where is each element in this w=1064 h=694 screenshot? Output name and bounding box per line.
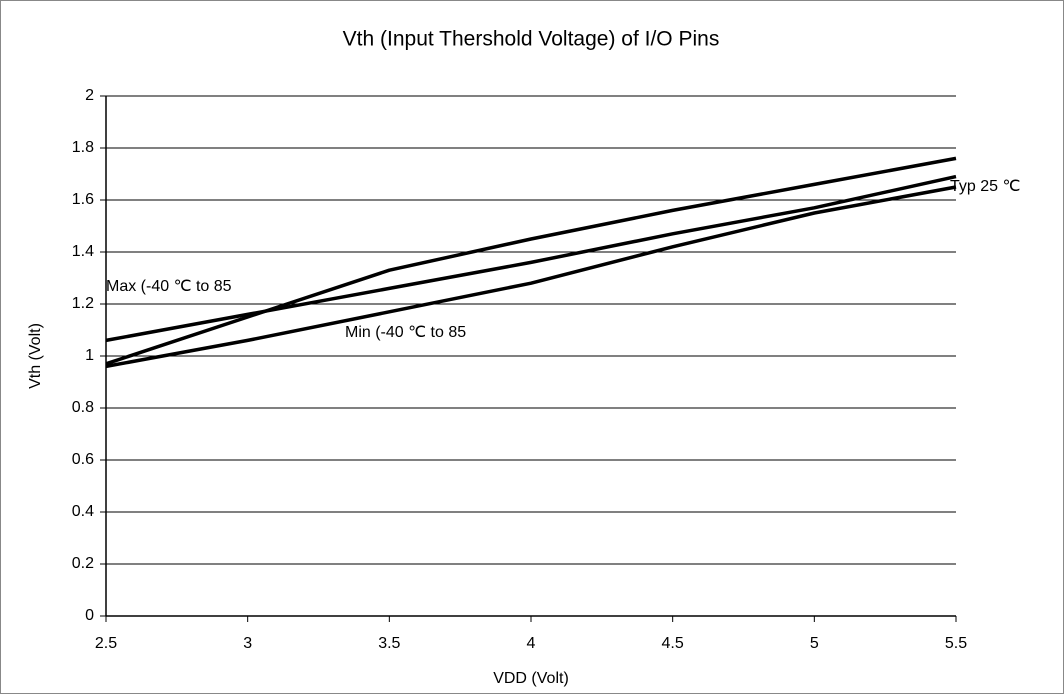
y-tick-label: 0 (85, 607, 94, 624)
x-tick-label: 5.5 (945, 635, 967, 652)
x-tick-label: 4.5 (662, 635, 684, 652)
series-line (105, 156, 957, 366)
y-tick-label: 1.8 (72, 139, 94, 156)
y-tick-label: 1.6 (72, 191, 94, 208)
y-tick-label: 0.4 (72, 503, 94, 520)
x-axis-label: VDD (Volt) (493, 670, 569, 687)
y-tick-label: 1.4 (72, 243, 94, 260)
y-axis-label: Vth (Volt) (27, 323, 44, 389)
y-tick-label: 1.2 (72, 295, 94, 312)
series-label: Typ 25 ℃ (950, 178, 1020, 195)
series-label: Min (-40 ℃ to 85 (345, 324, 466, 341)
y-tick-label: 0.8 (72, 399, 94, 416)
chart-title: Vth (Input Thershold Voltage) of I/O Pin… (343, 28, 720, 51)
x-tick-label: 4 (527, 635, 536, 652)
series-label: Max (-40 ℃ to 85 (106, 278, 232, 295)
x-tick-label: 2.5 (95, 635, 117, 652)
y-tick-label: 2 (85, 87, 94, 104)
series-line (105, 174, 957, 343)
x-tick-label: 3.5 (378, 635, 400, 652)
y-tick-label: 0.6 (72, 451, 94, 468)
series-line (105, 185, 957, 369)
y-tick-label: 0.2 (72, 555, 94, 572)
x-tick-label: 5 (810, 635, 819, 652)
x-tick-label: 3 (243, 635, 252, 652)
y-tick-label: 1 (85, 347, 94, 364)
